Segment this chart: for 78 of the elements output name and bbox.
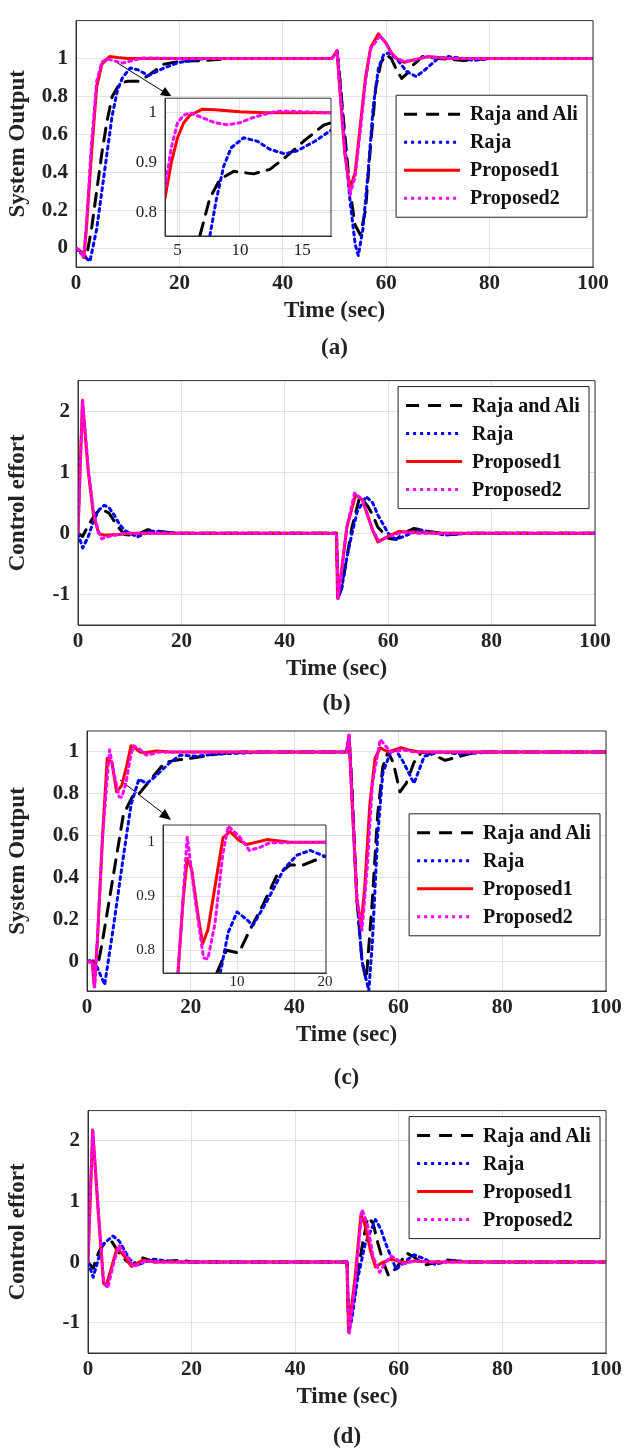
text: (a) (321, 333, 348, 359)
x-tick-label: 40 (284, 1356, 306, 1381)
y-tick-label: 0 (69, 1248, 80, 1273)
x-tick-label: 100 (590, 994, 622, 1019)
legend-label: Raja and Ali (483, 1123, 592, 1147)
y-tick-label: 0.2 (41, 196, 68, 221)
y-tick-label: 1 (57, 44, 68, 69)
x-tick-label: 10 (229, 972, 245, 989)
y-axis-title: System Output (3, 786, 29, 935)
legend-label: Raja and Ali (483, 820, 592, 844)
y-axis-title: System Output (3, 69, 29, 218)
x-tick-label: 20 (170, 628, 192, 653)
legend-label: Proposed1 (472, 449, 562, 473)
y-tick-label: 2 (69, 1127, 80, 1152)
y-tick-label: 0.8 (52, 780, 79, 805)
y-tick-label: -1 (52, 580, 70, 605)
x-axis-title: Time (sec) (283, 297, 386, 323)
legend-label: Raja (483, 848, 525, 872)
y-axis-title: Control effort (3, 1163, 29, 1301)
legend-label: Raja (472, 421, 514, 445)
x-tick-label: 40 (274, 628, 296, 653)
legend-label: Proposed1 (470, 158, 560, 182)
legend-label: Proposed1 (483, 876, 573, 900)
x-tick-label: 5 (173, 239, 182, 259)
x-axis-title: Time (sec) (295, 1021, 398, 1047)
x-tick-label: 20 (181, 1356, 203, 1381)
x-tick-label: 20 (317, 972, 333, 989)
x-tick-label: 60 (387, 994, 409, 1019)
y-tick-label: 1 (68, 738, 79, 763)
x-tick-label: 15 (293, 239, 311, 259)
legend-label: Raja and Ali (472, 393, 581, 417)
y-tick-label: 2 (59, 397, 70, 422)
x-tick-label: 60 (377, 628, 399, 653)
legend-label: Proposed2 (472, 477, 562, 501)
y-tick-label: -1 (62, 1309, 80, 1334)
y-axis-title: Control effort (3, 434, 29, 572)
x-tick-label: 10 (231, 239, 249, 259)
x-tick-label: 40 (272, 270, 294, 295)
y-tick-label: 0.8 (135, 202, 157, 222)
x-tick-label: 20 (168, 270, 190, 295)
x-tick-label: 60 (388, 1356, 410, 1381)
x-tick-label: 60 (375, 270, 397, 295)
y-tick-label: 1 (59, 458, 70, 483)
y-tick-label: 1 (69, 1187, 80, 1212)
legend-label: Proposed1 (483, 1179, 573, 1203)
y-tick-label: 0 (68, 948, 79, 973)
x-tick-label: 100 (579, 628, 611, 653)
y-tick-label: 0.4 (52, 864, 80, 889)
y-tick-label: 0.4 (41, 158, 69, 183)
legend-label: Proposed2 (470, 186, 560, 210)
text: (d) (332, 1422, 362, 1448)
legend-label: Raja and Ali (470, 102, 579, 126)
y-tick-label: 0.6 (52, 822, 79, 847)
x-axis-title: Time (sec) (285, 655, 388, 681)
y-tick-label: 0.6 (41, 120, 68, 145)
x-tick-label: 80 (479, 270, 501, 295)
legend-label: Proposed2 (483, 904, 573, 928)
y-tick-label: 0.9 (135, 152, 157, 172)
legend-label: Proposed2 (483, 1207, 573, 1231)
x-tick-label: 40 (284, 994, 306, 1019)
text: (b) (322, 689, 351, 715)
x-tick-label: 80 (481, 628, 503, 653)
x-tick-label: 80 (491, 994, 513, 1019)
x-tick-label: 20 (180, 994, 202, 1019)
x-tick-label: 100 (577, 270, 609, 295)
y-tick-label: 1 (148, 102, 157, 122)
x-tick-label: 80 (491, 1356, 513, 1381)
text: (c) (333, 1063, 360, 1089)
y-tick-label: 0 (59, 519, 70, 544)
y-tick-label: 0.8 (41, 82, 68, 107)
y-tick-label: 1 (147, 833, 155, 850)
legend-label: Raja (483, 1151, 525, 1175)
y-tick-label: 0.8 (136, 941, 155, 958)
x-tick-label: 100 (590, 1356, 622, 1381)
x-axis-title: Time (sec) (296, 1383, 398, 1409)
legend-label: Raja (470, 130, 512, 154)
y-tick-label: 0.2 (52, 906, 79, 931)
y-tick-label: 0.9 (136, 887, 155, 904)
